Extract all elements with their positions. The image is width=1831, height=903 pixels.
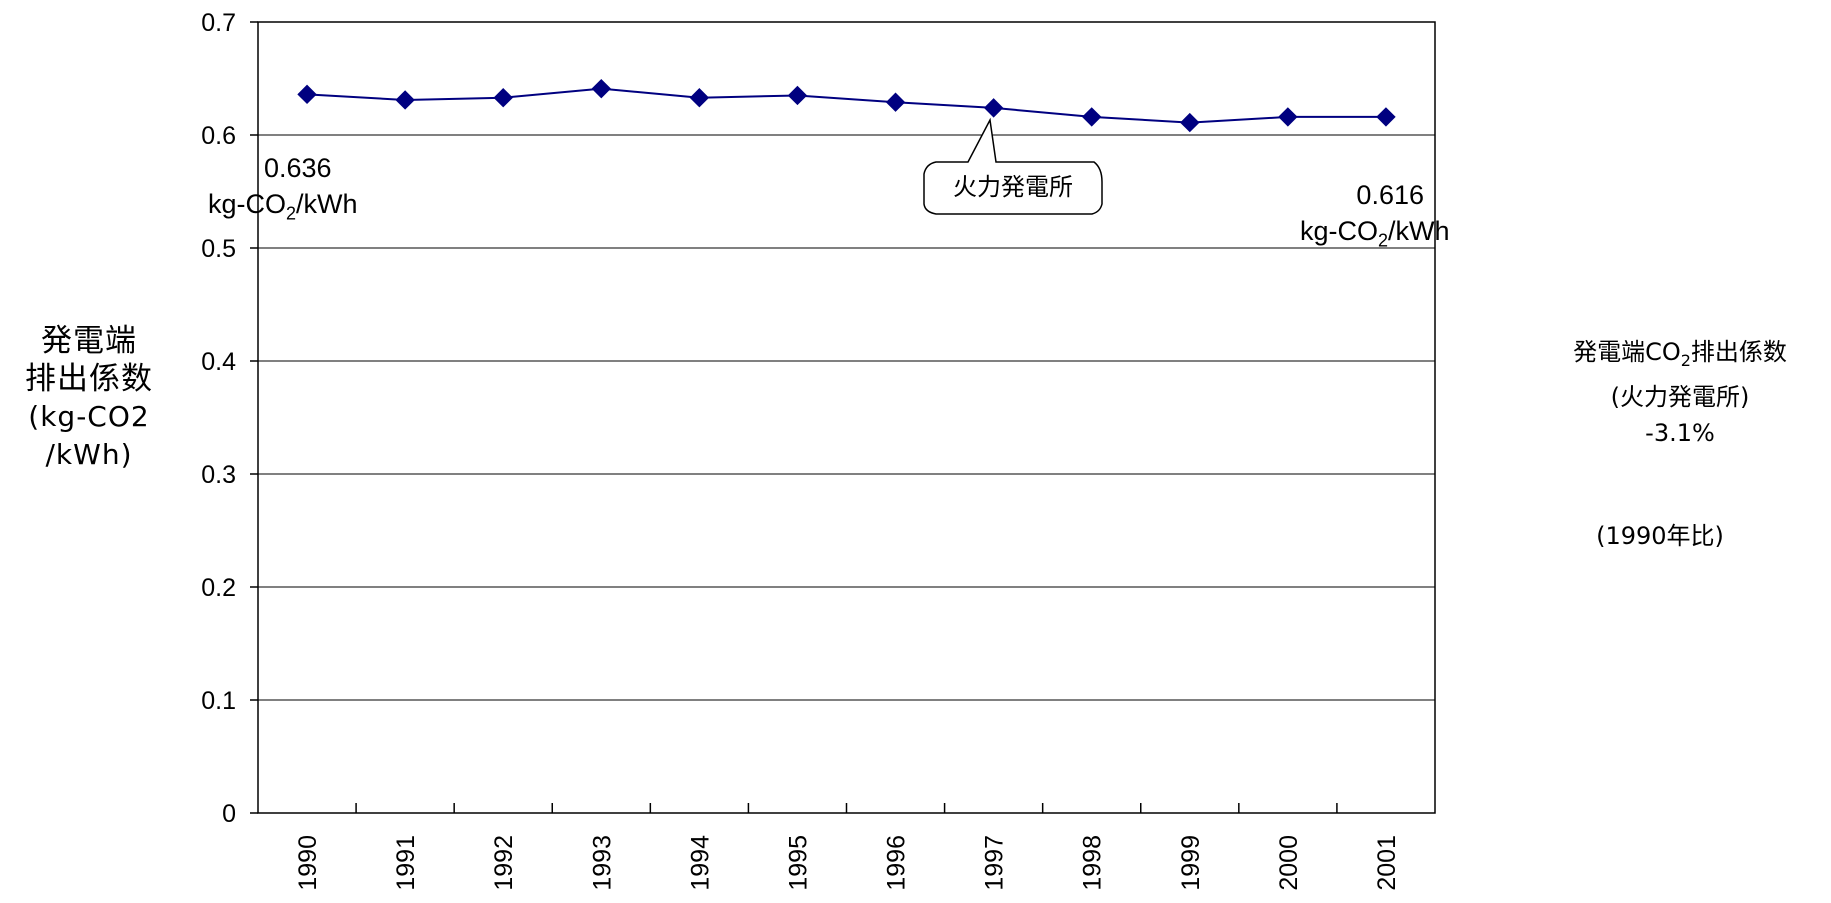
x-tick-label: 1998 (1079, 835, 1107, 891)
y-tick-label: 0.2 (201, 574, 236, 602)
x-tick-label: 2000 (1275, 835, 1303, 891)
y-axis-label-line3: (kg-CO2 (28, 400, 150, 433)
y-tick-label: 0.3 (201, 461, 236, 489)
side-note-subtitle: (火力発電所) (1610, 382, 1750, 411)
data-point-marker (395, 90, 415, 110)
x-tick-label: 1994 (686, 835, 714, 891)
end-value: 0.616 (1356, 180, 1424, 210)
y-axis-label-line4: /kWh) (45, 438, 133, 471)
y-axis-label-line1: 発電端 (41, 323, 137, 359)
callout-bubble (923, 117, 1103, 215)
plot-frame (257, 21, 1436, 814)
data-point-marker (591, 78, 611, 99)
y-tick-label: 0.6 (201, 122, 236, 150)
callout-label: 火力発電所 (953, 173, 1073, 201)
side-note-basis: (1990年比) (1596, 522, 1724, 550)
data-point-marker (1376, 107, 1396, 127)
start-value: 0.636 (264, 153, 332, 183)
data-point-marker (1180, 112, 1200, 133)
end-unit: kg-CO2/kWh (1300, 216, 1450, 251)
x-tick-label: 1996 (883, 835, 911, 891)
x-tick-label: 1992 (490, 835, 518, 891)
y-axis-ticks: 0 0.1 0.2 0.3 0.4 0.5 0.6 0.7 (201, 9, 258, 828)
x-tick-label: 1990 (294, 835, 322, 891)
x-axis-ticks: 1990 1991 1992 1993 1994 1995 1996 1997 1998 1999… (294, 803, 1401, 891)
grid-lines (258, 134, 1435, 701)
y-tick-label: 0 (222, 800, 236, 828)
data-point-marker (983, 98, 1004, 118)
start-unit: kg-CO2/kWh (208, 189, 358, 224)
x-tick-label: 1997 (981, 835, 1009, 891)
data-point-marker (1082, 107, 1102, 127)
end-value-annotation: 0.616 kg-CO2/kWh (1300, 177, 1500, 258)
y-axis-label: 発電端 排出係数 (kg-CO2 /kWh) (0, 322, 178, 474)
x-tick-label: 1999 (1177, 835, 1205, 891)
x-tick-label: 1991 (392, 835, 420, 891)
x-tick-label: 1995 (784, 835, 812, 891)
start-value-annotation: 0.636 kg-CO2/kWh (208, 150, 408, 231)
y-tick-label: 0.4 (201, 348, 236, 376)
y-tick-label: 0.7 (201, 9, 236, 37)
side-note-change: -3.1% (1645, 418, 1715, 447)
y-axis-label-line2: 排出係数 (25, 361, 153, 397)
series-markers (297, 78, 1396, 133)
data-point-marker (1278, 107, 1298, 127)
y-tick-label: 0.1 (201, 687, 236, 715)
data-point-marker (787, 85, 808, 106)
data-point-marker (297, 84, 317, 105)
y-tick-label: 0.5 (201, 235, 236, 263)
side-note: 発電端CO2排出係数 (火力発電所) -3.1% (1530, 334, 1830, 451)
side-note-title: 発電端CO2排出係数 (1573, 338, 1787, 370)
x-tick-label: 2001 (1373, 835, 1401, 891)
x-tick-label: 1993 (588, 835, 616, 891)
data-point-marker (689, 88, 710, 108)
data-point-marker (493, 88, 513, 108)
data-point-marker (885, 92, 906, 112)
series-line-thermal (306, 87, 1386, 124)
